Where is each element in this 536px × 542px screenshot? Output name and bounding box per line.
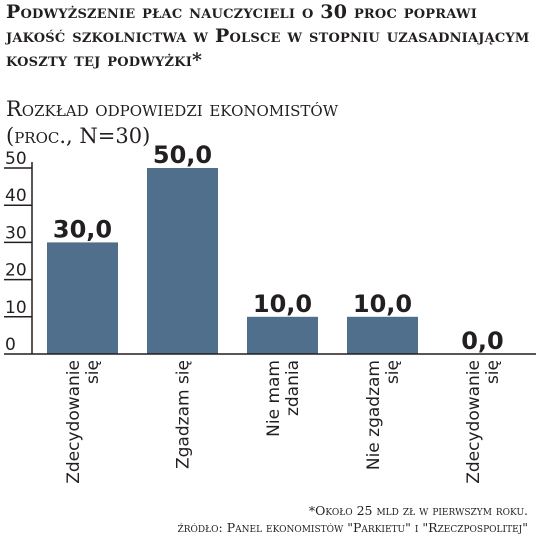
- bar-value-label: 10,0: [353, 290, 412, 318]
- x-category-label: zdania: [283, 360, 303, 416]
- source-note: źródło: Panel ekonomistów "Parkietu" i "…: [177, 520, 528, 535]
- y-tick-label: 10: [5, 298, 27, 318]
- x-category-label: Zdecydowanie: [464, 360, 484, 484]
- chart-subtitle: Rozkład odpowiedzi ekonomistów (proc., N…: [6, 96, 532, 150]
- x-category-label: się: [483, 360, 503, 384]
- bar: [147, 168, 218, 354]
- y-tick-label: 40: [5, 186, 27, 206]
- footnote: *Około 25 mld zł w pierwszym roku.: [308, 503, 528, 518]
- x-category-label: Zgadzam się: [174, 360, 194, 469]
- bar: [47, 242, 118, 354]
- bar-value-label: 0,0: [461, 327, 504, 355]
- bar-value-label: 50,0: [153, 141, 212, 169]
- bar: [347, 316, 418, 354]
- y-tick-label: 0: [5, 335, 16, 355]
- x-category-label: Nie mam: [264, 360, 284, 437]
- y-tick-label: 50: [5, 149, 27, 169]
- bar-value-label: 10,0: [253, 290, 312, 318]
- x-category-label: Nie zgadzam: [364, 360, 384, 470]
- subtitle-line-2: (proc., N=30): [6, 124, 151, 148]
- y-tick-label: 30: [5, 223, 27, 243]
- y-tick-label: 20: [5, 261, 27, 281]
- x-category-label: Zdecydowanie: [64, 360, 84, 484]
- bar: [247, 316, 318, 354]
- x-category-label: się: [83, 360, 103, 384]
- x-category-label: się: [383, 360, 403, 384]
- chart-title: Podwyższenie płac nauczycieli o 30 proc …: [6, 1, 530, 71]
- bar-value-label: 30,0: [53, 215, 112, 243]
- subtitle-line-1: Rozkład odpowiedzi ekonomistów: [6, 97, 339, 121]
- chart-footer: *Około 25 mld zł w pierwszym roku. źródł…: [8, 502, 528, 536]
